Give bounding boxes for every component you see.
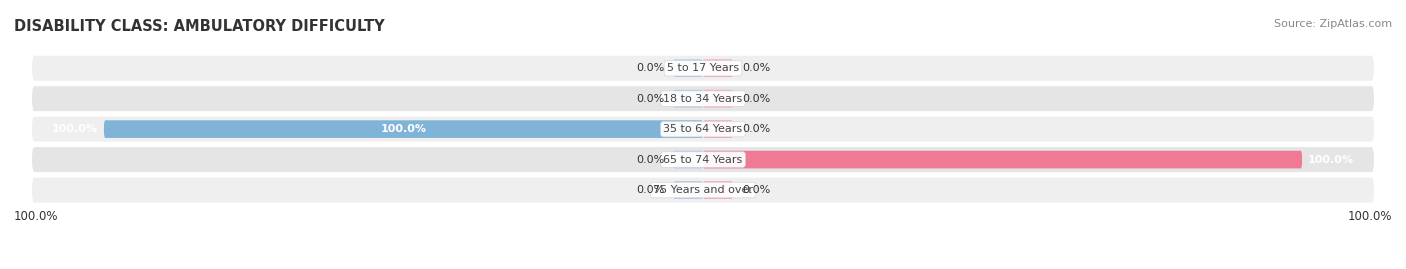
Text: 75 Years and over: 75 Years and over bbox=[652, 185, 754, 195]
Text: 100.0%: 100.0% bbox=[381, 124, 426, 134]
Text: 0.0%: 0.0% bbox=[742, 185, 770, 195]
Text: 100.0%: 100.0% bbox=[1308, 155, 1354, 165]
Text: 0.0%: 0.0% bbox=[636, 94, 664, 104]
Legend: Male, Female: Male, Female bbox=[638, 266, 768, 269]
Text: 100.0%: 100.0% bbox=[14, 210, 59, 223]
Text: 18 to 34 Years: 18 to 34 Years bbox=[664, 94, 742, 104]
Text: DISABILITY CLASS: AMBULATORY DIFFICULTY: DISABILITY CLASS: AMBULATORY DIFFICULTY bbox=[14, 19, 385, 34]
FancyBboxPatch shape bbox=[673, 59, 703, 77]
Text: 0.0%: 0.0% bbox=[742, 94, 770, 104]
Text: Source: ZipAtlas.com: Source: ZipAtlas.com bbox=[1274, 19, 1392, 29]
FancyBboxPatch shape bbox=[32, 86, 1374, 111]
FancyBboxPatch shape bbox=[673, 151, 703, 168]
FancyBboxPatch shape bbox=[32, 178, 1374, 203]
FancyBboxPatch shape bbox=[32, 147, 1374, 172]
Text: 5 to 17 Years: 5 to 17 Years bbox=[666, 63, 740, 73]
Text: 0.0%: 0.0% bbox=[742, 124, 770, 134]
FancyBboxPatch shape bbox=[104, 120, 703, 138]
FancyBboxPatch shape bbox=[703, 90, 733, 108]
Text: 0.0%: 0.0% bbox=[636, 63, 664, 73]
FancyBboxPatch shape bbox=[703, 181, 733, 199]
FancyBboxPatch shape bbox=[703, 120, 733, 138]
Text: 35 to 64 Years: 35 to 64 Years bbox=[664, 124, 742, 134]
FancyBboxPatch shape bbox=[703, 59, 733, 77]
FancyBboxPatch shape bbox=[32, 117, 1374, 141]
FancyBboxPatch shape bbox=[703, 151, 1302, 168]
FancyBboxPatch shape bbox=[673, 90, 703, 108]
Text: 100.0%: 100.0% bbox=[52, 124, 98, 134]
Text: 100.0%: 100.0% bbox=[1347, 210, 1392, 223]
FancyBboxPatch shape bbox=[32, 56, 1374, 81]
Text: 65 to 74 Years: 65 to 74 Years bbox=[664, 155, 742, 165]
Text: 0.0%: 0.0% bbox=[742, 63, 770, 73]
FancyBboxPatch shape bbox=[673, 181, 703, 199]
Text: 0.0%: 0.0% bbox=[636, 155, 664, 165]
Text: 0.0%: 0.0% bbox=[636, 185, 664, 195]
